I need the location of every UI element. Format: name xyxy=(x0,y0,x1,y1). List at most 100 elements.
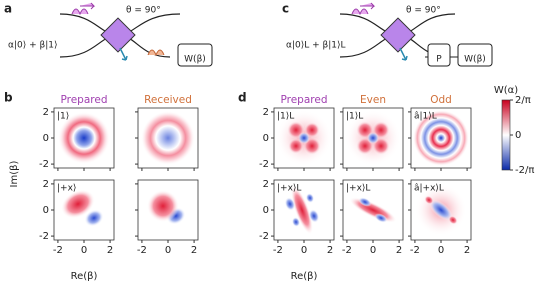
wigner-plot xyxy=(413,110,469,166)
density xyxy=(367,132,379,144)
wigner-plot xyxy=(61,189,104,227)
state-label: â|1⟩L xyxy=(414,112,437,122)
density xyxy=(374,213,388,223)
y-tick-label: -2 xyxy=(259,231,269,242)
beam-splitter xyxy=(100,17,136,53)
column-title: Received xyxy=(144,94,192,106)
y-tick-label: -2 xyxy=(39,159,49,170)
density xyxy=(349,197,397,223)
y-tick-label: 2 xyxy=(43,107,49,118)
x-tick-label: 0 xyxy=(165,245,171,256)
panel-label: c xyxy=(282,2,289,16)
density xyxy=(429,199,453,221)
state-label: |+x⟩L xyxy=(277,184,301,194)
wigner-box xyxy=(457,43,493,67)
density xyxy=(298,132,310,144)
density xyxy=(141,111,195,165)
loss-arrow xyxy=(119,47,128,61)
density xyxy=(291,217,301,227)
diagram-a: θ = 90° α|0⟩ + β|1⟩ W(β) xyxy=(8,2,213,67)
y-tick-label: 0 xyxy=(263,133,269,144)
y-tick-label: 0 xyxy=(43,133,49,144)
input-pulse xyxy=(351,2,376,16)
state-label: |1⟩ xyxy=(57,112,69,122)
panel-label: a xyxy=(4,2,12,16)
box-label: P xyxy=(436,55,442,65)
y-tick-label: 2 xyxy=(263,179,269,190)
y-tick-label: 2 xyxy=(43,179,49,190)
x-tick-label: 2 xyxy=(327,245,333,256)
state-label: |+x⟩ xyxy=(57,184,76,194)
x-tick-label: 2 xyxy=(396,245,402,256)
state-label: |+x⟩L xyxy=(346,184,370,194)
x-tick-label: 0 xyxy=(370,245,376,256)
column-title: Prepared xyxy=(60,94,107,106)
wigner-plot xyxy=(415,184,467,236)
density xyxy=(147,190,179,222)
x-tick-label: 0 xyxy=(81,245,87,256)
y-axis-label: Im(β) xyxy=(9,160,20,187)
wigner-plot xyxy=(147,190,186,225)
x-tick-label: -2 xyxy=(53,245,63,256)
x-axis-label: Re(β) xyxy=(71,271,98,282)
input-state: α|0⟩L + β|1⟩L xyxy=(286,41,346,51)
x-tick-label: 0 xyxy=(438,245,444,256)
wigner-plot xyxy=(276,110,332,166)
x-tick-label: 0 xyxy=(301,245,307,256)
x-tick-label: -2 xyxy=(410,245,420,256)
input-state: α|0⟩ + β|1⟩ xyxy=(8,41,57,51)
density xyxy=(58,112,110,164)
parity-box xyxy=(427,43,451,67)
x-tick-label: -2 xyxy=(137,245,147,256)
density xyxy=(413,110,469,166)
state-label: |1⟩L xyxy=(277,112,294,122)
density xyxy=(424,195,434,205)
wigner-plot xyxy=(349,197,397,223)
y-tick-label: -2 xyxy=(259,159,269,170)
angle: θ = 90° xyxy=(406,6,441,16)
density xyxy=(61,189,95,219)
density xyxy=(308,209,320,223)
density xyxy=(284,197,296,211)
y-tick-label: 0 xyxy=(263,205,269,216)
x-tick-label: 2 xyxy=(464,245,470,256)
wigner-plot xyxy=(345,110,401,166)
y-tick-label: 2 xyxy=(263,107,269,118)
state-label: |1⟩L xyxy=(346,112,363,122)
wigner-plot xyxy=(58,112,110,164)
density xyxy=(84,209,104,227)
y-tick-label: -2 xyxy=(39,231,49,242)
x-tick-label: 2 xyxy=(191,245,197,256)
density xyxy=(358,197,372,207)
wigner-plot xyxy=(284,185,320,235)
panel-label: d xyxy=(238,91,247,105)
column-title: Odd xyxy=(430,94,452,106)
x-axis-label: Re(β) xyxy=(291,271,318,282)
column-title: Prepared xyxy=(280,94,327,106)
density xyxy=(305,193,315,203)
wigner-plot xyxy=(141,111,195,165)
beam-splitter xyxy=(380,17,416,53)
output-pulse xyxy=(147,49,165,57)
box-label: W(β) xyxy=(464,55,486,65)
panel-label: b xyxy=(4,91,13,105)
colorbar-tick-label: -2/π xyxy=(515,165,534,176)
y-tick-label: 0 xyxy=(43,205,49,216)
column-title: Even xyxy=(360,94,386,106)
angle: θ = 90° xyxy=(126,6,161,16)
diagram-c: θ = 90° α|0⟩L + β|1⟩L P W(β) xyxy=(286,2,493,67)
input-pulse xyxy=(71,2,96,16)
colorbar-title: W(α) xyxy=(494,85,518,96)
colorbar xyxy=(501,99,511,171)
density xyxy=(290,185,314,235)
loss-arrow xyxy=(399,47,408,61)
state-label: â|+x⟩L xyxy=(414,184,444,194)
x-tick-label: -2 xyxy=(342,245,352,256)
density xyxy=(448,215,458,225)
wigner-box xyxy=(177,43,213,67)
x-tick-label: 2 xyxy=(107,245,113,256)
colorbar-tick-label: 0 xyxy=(515,130,521,141)
x-tick-label: -2 xyxy=(273,245,283,256)
colorbar-tick-label: 2/π xyxy=(515,95,531,106)
